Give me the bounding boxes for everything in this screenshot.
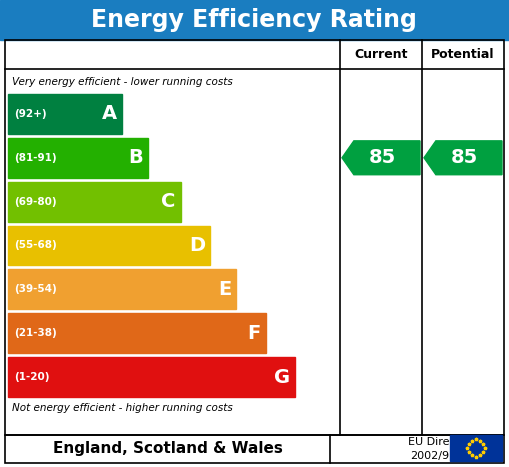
Bar [0, 0, 509, 40]
Text: 85: 85 [450, 149, 478, 167]
Text: Not energy efficient - higher running costs: Not energy efficient - higher running co… [12, 403, 233, 413]
Bar [450, 435, 502, 461]
Bar [8, 182, 181, 221]
Text: (55-68): (55-68) [14, 241, 56, 250]
Text: (92+): (92+) [14, 109, 47, 119]
Text: (39-54): (39-54) [14, 284, 56, 294]
Text: E: E [218, 280, 231, 299]
Text: C: C [161, 192, 176, 211]
Text: Very energy efficient - lower running costs: Very energy efficient - lower running co… [12, 77, 233, 87]
Text: (1-20): (1-20) [14, 372, 49, 382]
Bar [8, 226, 210, 265]
Bar [8, 94, 122, 134]
Bar [8, 269, 236, 309]
Polygon shape [424, 141, 502, 175]
Text: B: B [128, 149, 143, 167]
Text: F: F [247, 324, 261, 343]
Polygon shape [342, 141, 420, 175]
Bar [8, 313, 266, 353]
Text: A: A [102, 105, 117, 123]
Text: (69-80): (69-80) [14, 197, 56, 206]
Text: England, Scotland & Wales: England, Scotland & Wales [52, 441, 282, 457]
Text: EU Directive
2002/91/EC: EU Directive 2002/91/EC [408, 438, 476, 460]
Text: Potential: Potential [431, 48, 495, 61]
Bar [5, 435, 504, 463]
Text: 85: 85 [369, 149, 396, 167]
Text: G: G [274, 368, 290, 387]
Text: D: D [189, 236, 205, 255]
Text: Energy Efficiency Rating: Energy Efficiency Rating [91, 8, 417, 32]
Text: (21-38): (21-38) [14, 328, 56, 338]
Bar [8, 138, 148, 178]
Text: (81-91): (81-91) [14, 153, 56, 163]
Text: Current: Current [354, 48, 408, 61]
Bar [5, 40, 504, 435]
Bar [8, 357, 295, 397]
